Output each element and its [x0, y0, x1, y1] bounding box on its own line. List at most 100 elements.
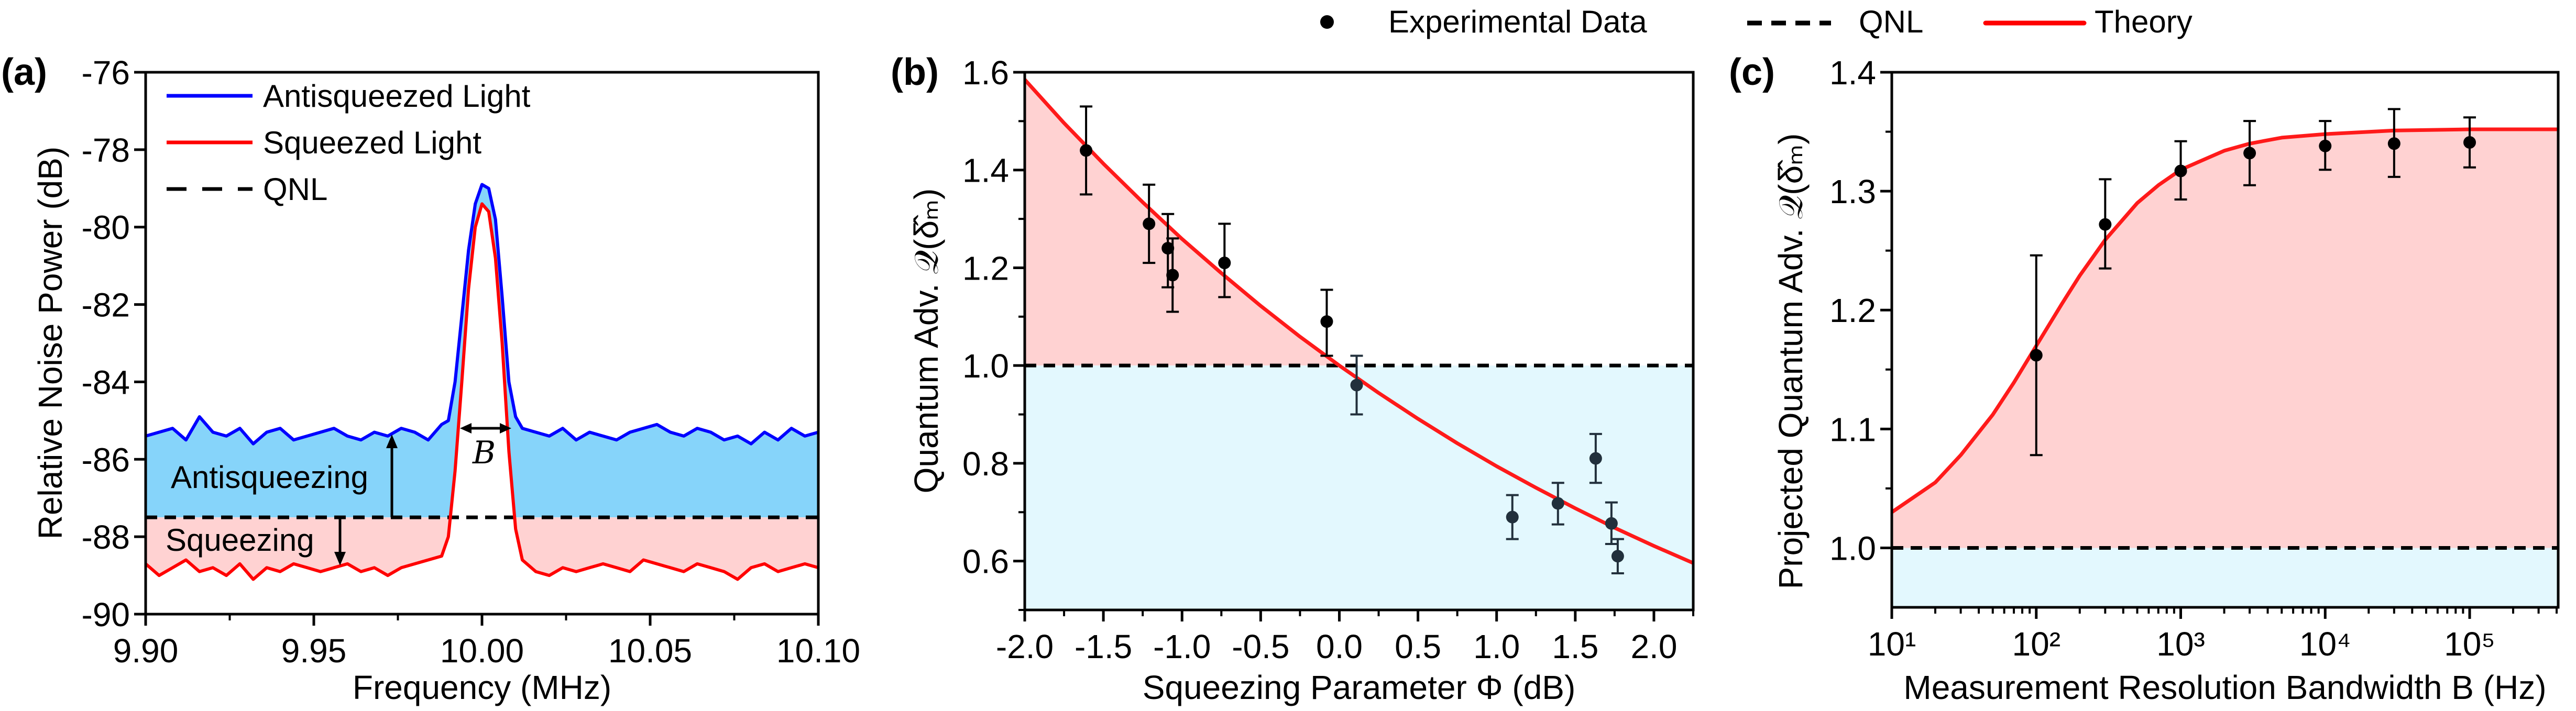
x-tick-label: -1.5: [1075, 628, 1132, 665]
quantum-advantage-fill: [1892, 129, 2558, 548]
x-tick-label: 10⁵: [2444, 625, 2495, 663]
x-tick-label: 10⁴: [2299, 625, 2351, 663]
experimental-marker: [1080, 144, 1093, 157]
data-point: [1605, 501, 1618, 545]
panel-label-a: (a): [1, 51, 47, 93]
x-tick-label: 10¹: [1868, 625, 1916, 663]
data-point: [2174, 140, 2187, 201]
experimental-marker: [1320, 315, 1333, 328]
experimental-marker: [1506, 510, 1519, 524]
antisqueezed-light-line: [145, 183, 819, 446]
experimental-marker: [2030, 349, 2043, 362]
data-point: [1218, 223, 1231, 298]
y-tick-label: 1.1: [1829, 410, 1876, 448]
y-tick-label: -80: [82, 209, 130, 247]
data-point: [2030, 254, 2043, 457]
x-axis-title-c: Measurement Resolution Bandwidth B (Hz): [1903, 669, 2546, 706]
y-tick-label: -76: [82, 54, 130, 92]
below-qnl-fill: [1025, 365, 1693, 610]
y-axis-title-c: Projected Quantum Adv. 𝒬(δ̂ₘ): [1772, 134, 1810, 590]
legend-label-experimental: Experimental Data: [1388, 4, 1647, 39]
squeezed-light-line: [145, 202, 819, 581]
data-point: [1506, 494, 1519, 540]
data-point: [2463, 116, 2476, 169]
data-point: [1320, 288, 1333, 357]
experimental-marker: [2174, 164, 2187, 177]
top-legend: Experimental Data QNL Theory: [1320, 4, 2193, 39]
data-point: [1589, 432, 1602, 484]
x-tick-label: 10.10: [776, 632, 860, 670]
x-tick-label: 1.5: [1552, 628, 1598, 665]
y-tick-label: -82: [82, 286, 130, 324]
legend-label: Antisqueezed Light: [263, 79, 531, 114]
experimental-marker: [1166, 269, 1179, 282]
y-tick-label: 1.2: [1829, 292, 1876, 329]
y-tick-label: 1.4: [962, 152, 1009, 190]
y-tick-label: -78: [82, 131, 130, 169]
x-tick-label: 0.5: [1395, 628, 1441, 665]
x-tick-label: 2.0: [1630, 628, 1677, 665]
panel-b-advantage-vs-squeezing: -2.0 -1.5 -1.0 -0.5 0.0 0.5 1.0 1.5 2.0 0.6 0.8 1.0…: [962, 54, 1695, 665]
data-point: [2387, 108, 2400, 178]
y-tick-label: -90: [82, 596, 130, 634]
data-point: [2319, 120, 2332, 171]
squeezing-fill: [146, 517, 818, 580]
y-tick-label: 0.6: [962, 543, 1009, 581]
plot-frame: [1023, 71, 1695, 612]
y-tick-label: 1.0: [962, 347, 1009, 385]
experimental-marker: [2243, 147, 2256, 160]
legend-marker-experimental: [1320, 15, 1334, 29]
y-tick-label: 1.0: [1829, 529, 1876, 567]
quantum-advantage-fill: [1025, 80, 1693, 366]
y-tick-label: 1.6: [962, 54, 1009, 92]
theory-curve: [1023, 78, 1694, 565]
panel-c-advantage-vs-bandwidth: 10¹ 10² 10³ 10⁴ 10⁵ 1.0 1.1 1.2 1.3 1.4: [1829, 54, 2560, 663]
x-axis-title-b: Squeezing Parameter Φ (dB): [1143, 669, 1576, 706]
y-axis-title-a: Relative Noise Power (dB): [31, 147, 69, 540]
experimental-marker: [2387, 137, 2400, 150]
experimental-marker: [2463, 136, 2476, 149]
experimental-marker: [2319, 139, 2332, 152]
panel-label-c: (c): [1729, 51, 1775, 93]
data-point: [2099, 178, 2112, 270]
arrow-head-right-icon: [500, 423, 511, 434]
legend-label: Squeezed Light: [263, 125, 481, 160]
x-tick-label: 9.95: [281, 632, 347, 670]
experimental-marker: [2099, 218, 2112, 231]
panel-label-b: (b): [891, 51, 939, 93]
arrow-head-down-icon: [334, 552, 346, 565]
arrow-head-left-icon: [460, 423, 472, 434]
experimental-marker: [1589, 452, 1602, 465]
experimental-marker: [1218, 257, 1231, 270]
y-tick-label: -84: [82, 363, 130, 401]
x-axis-title-a: Frequency (MHz): [353, 669, 611, 706]
legend-label: QNL: [263, 172, 327, 207]
experimental-marker: [1605, 517, 1618, 530]
legend-label-qnl: QNL: [1859, 4, 1923, 39]
experimental-marker: [1350, 379, 1363, 392]
data-point: [1143, 183, 1156, 264]
data-point: [1350, 354, 1363, 416]
data-point: [1551, 482, 1564, 526]
x-tick-label: -1.0: [1153, 628, 1211, 665]
experimental-marker: [1143, 217, 1156, 230]
y-tick-label: -88: [82, 518, 130, 556]
x-tick-label: -0.5: [1232, 628, 1289, 665]
x-tick-label: 10.00: [440, 632, 524, 670]
y-axis-title-b: Quantum Adv. 𝒬(δ̂ₘ): [907, 188, 945, 494]
x-tick-label: 9.90: [113, 632, 179, 670]
legend-label-theory: Theory: [2095, 4, 2193, 39]
y-tick-label: 0.8: [962, 445, 1009, 483]
data-point: [1166, 237, 1179, 313]
peak-mask-fill: [146, 204, 818, 518]
experimental-marker: [1161, 242, 1175, 255]
arrow-head-up-icon: [386, 435, 398, 448]
x-tick-label: 10³: [2156, 625, 2205, 663]
bandwidth-label: B: [472, 435, 496, 471]
y-tick-label: -86: [82, 441, 130, 479]
squeezing-label: Squeezing: [166, 523, 314, 558]
experimental-marker: [1611, 550, 1624, 563]
panel-a-spectrum: 9.90 9.95 10.00 10.05 10.10 -90 -88 -86 -84 -82 -8…: [82, 54, 861, 670]
antisqueezing-label: Antisqueezing: [171, 460, 368, 495]
